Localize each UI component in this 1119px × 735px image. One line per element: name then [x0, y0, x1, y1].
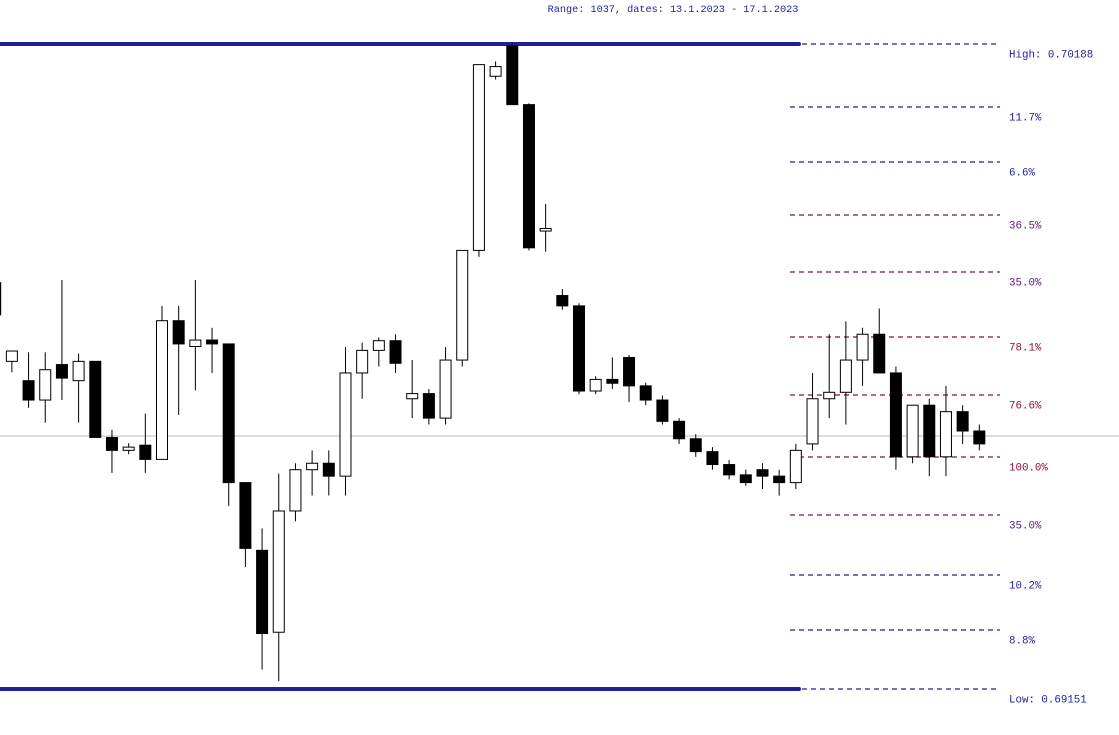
svg-text:36.5%: 36.5%	[1009, 221, 1042, 233]
svg-text:11.7%: 11.7%	[1009, 113, 1042, 125]
svg-text:78.1%: 78.1%	[1009, 343, 1042, 355]
svg-text:8.8%: 8.8%	[1009, 636, 1035, 648]
svg-text:35.0%: 35.0%	[1009, 521, 1042, 533]
svg-text:10.2%: 10.2%	[1009, 581, 1042, 593]
svg-text:6.6%: 6.6%	[1009, 168, 1035, 180]
svg-text:35.0%: 35.0%	[1009, 278, 1042, 290]
svg-text:100.0%: 100.0%	[1009, 463, 1048, 475]
svg-text:High: 0.70188: High: 0.70188	[1009, 50, 1093, 62]
svg-text:Range: 1037, dates: 13.1.2023: Range: 1037, dates: 13.1.2023 - 17.1.202…	[548, 4, 799, 16]
svg-text:Low: 0.69151: Low: 0.69151	[1009, 695, 1087, 707]
svg-text:76.6%: 76.6%	[1009, 401, 1042, 413]
